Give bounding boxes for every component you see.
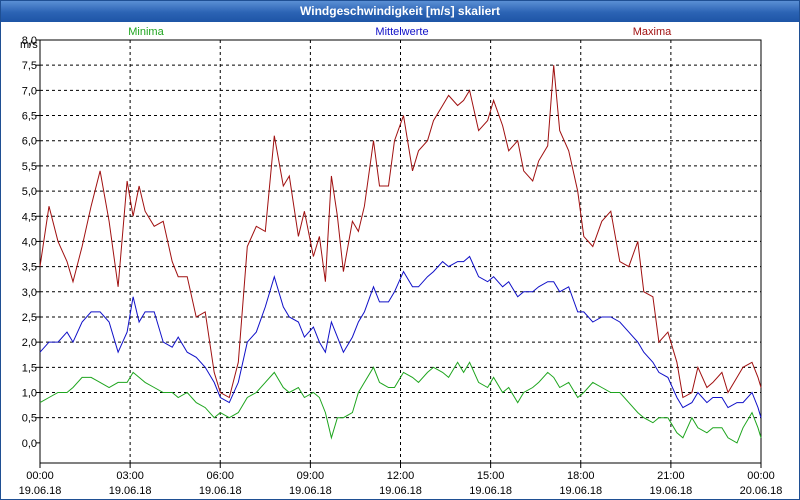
x-tick-date-label: 19.06.18: [109, 485, 152, 497]
legend-item-minima: Minima: [128, 26, 164, 38]
x-tick-date-label: 19.06.18: [289, 485, 332, 497]
x-tick-time-label: 06:00: [206, 470, 234, 482]
x-tick-date-label: 19.06.18: [559, 485, 602, 497]
series-line-minima: [39, 361, 762, 444]
series-line-maxima: [39, 65, 762, 399]
x-tick-time-label: 00:00: [26, 470, 54, 482]
y-tick-label: 5,5: [22, 161, 37, 173]
y-axis: m/s 0,0 0,5 1,0 1,5 2,0 2,5 3,0 3,5 4,0 4,5 5,0 5,5…: [20, 35, 40, 450]
grid-lines: [40, 39, 761, 463]
y-tick-label: 0,5: [22, 413, 37, 425]
x-tick-date-label: 19.06.18: [19, 485, 62, 497]
y-tick-label: 7,5: [22, 60, 37, 72]
x-tick-date-label: 20.06.18: [740, 485, 783, 497]
y-axis-unit-label: m/s: [20, 39, 38, 51]
x-tick-time-label: 12:00: [387, 470, 415, 482]
x-tick-date-label: 19.06.18: [649, 485, 692, 497]
x-tick-time-label: 21:00: [657, 470, 685, 482]
window-title: Windgeschwindigkeit [m/s] skaliert: [1, 1, 799, 22]
y-tick-label: 0,0: [22, 438, 37, 450]
series-lines: [39, 65, 762, 444]
legend-item-mittelwerte: Mittelwerte: [375, 26, 428, 38]
y-tick-label: 4,5: [22, 211, 37, 223]
x-tick-date-label: 19.06.18: [469, 485, 512, 497]
y-tick-label: 6,0: [22, 136, 37, 148]
y-tick-label: 4,0: [22, 236, 37, 248]
x-tick-time-label: 15:00: [477, 470, 505, 482]
series-line-mittelwerte: [39, 255, 762, 418]
legend-item-maxima: Maxima: [633, 26, 672, 38]
x-tick-date-label: 19.06.18: [199, 485, 242, 497]
y-tick-label: 2,5: [22, 312, 37, 324]
x-tick-time-label: 00:00: [747, 470, 775, 482]
x-tick-time-label: 18:00: [567, 470, 595, 482]
y-tick-label: 3,0: [22, 287, 37, 299]
x-tick-time-label: 09:00: [297, 470, 325, 482]
y-tick-label: 5,0: [22, 186, 37, 198]
x-tick-time-label: 03:00: [116, 470, 144, 482]
y-tick-label: 6,5: [22, 111, 37, 123]
x-axis: 00:00 19.06.18 03:00 19.06.18 06:00 19.06.18 0…: [19, 463, 783, 497]
y-tick-label: 7,0: [22, 85, 37, 97]
y-tick-label: 2,0: [22, 337, 37, 349]
y-tick-label: 3,5: [22, 262, 37, 274]
x-tick-date-label: 19.06.18: [379, 485, 422, 497]
y-tick-label: 8,0: [22, 35, 37, 47]
y-tick-label: 1,0: [22, 388, 37, 400]
y-tick-label: 1,5: [22, 362, 37, 374]
legend: Minima Mittelwerte Maxima: [128, 26, 672, 38]
